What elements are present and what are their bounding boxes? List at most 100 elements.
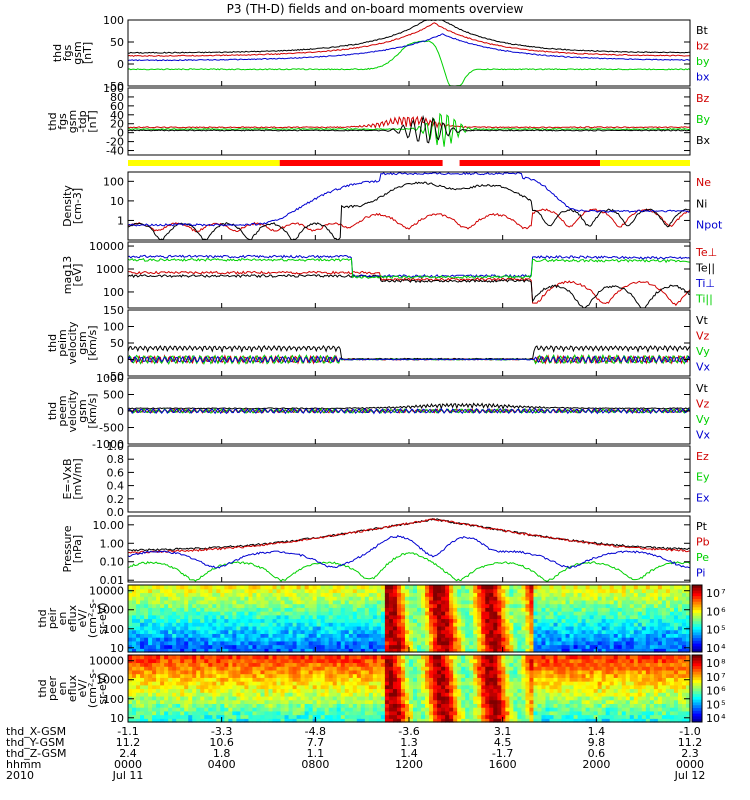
spectrogram-cell [352,648,358,653]
spectrogram-cell [533,611,539,616]
spectrogram-cell [156,658,161,664]
spectrogram-cell [573,655,579,660]
spectrogram-cell [236,648,241,653]
spectrogram-cell [344,666,350,671]
spectrogram-cell [429,629,434,634]
spectrogram-cell [421,710,426,716]
spectrogram-cell [569,637,575,642]
spectrogram-cell [549,658,555,664]
spectrogram-cell [376,692,382,697]
spectrogram-cell [184,658,189,664]
spectrogram-cell [525,596,531,601]
spectrogram-cell [441,618,446,623]
spectrogram-cell [625,611,631,616]
spectrogram-cell [340,603,346,608]
y-axis-label: gsm [66,110,79,133]
spectrogram-cell [589,703,595,708]
spectrogram-cell [545,662,551,667]
spectrogram-cell [433,633,438,638]
spectrogram-cell [609,658,615,664]
spectrogram-cell [569,611,575,616]
spectrogram-cell [429,607,434,612]
spectrogram-cell [364,644,370,649]
spectrogram-cell [465,684,470,690]
spectrogram-cell [453,640,458,646]
spectrogram-cell [545,707,551,712]
spectrogram-cell [368,707,374,712]
spectrogram-cell [152,588,157,594]
spectrogram-cell [437,648,442,653]
spectrogram-cell [324,603,330,608]
spectrogram-cell [557,588,563,594]
spectrogram-cell [364,677,370,682]
spectrogram-cell [276,618,282,623]
spectrogram-cell [581,707,587,712]
spectrogram-cell [232,640,237,646]
spectrogram-cell [561,684,567,690]
spectrogram-cell [469,673,474,678]
spectrogram-cell [356,614,362,620]
series-line-vt [127,344,691,360]
spectrogram-cell [609,699,615,704]
spectrogram-cell [336,684,342,690]
spectrogram-cell [621,684,627,690]
spectrogram-cell [473,684,478,690]
y-axis-label: [mV/m] [71,458,84,499]
y-tick-label: 100 [103,623,124,636]
spectrogram-cell [605,599,611,605]
spectrogram-cell [665,625,671,631]
spectrogram-cell [168,681,173,686]
spectrogram-cell [260,585,266,590]
spectrogram-cell [413,640,418,646]
spectrogram-cell [328,684,334,690]
spectrogram-cell [517,622,522,627]
spectrogram-cell [517,666,522,671]
spectrogram-cell [364,692,370,697]
spectrogram-cell [521,718,527,723]
spectrogram-cell [633,677,639,682]
spectrogram-cell [392,637,398,642]
spectrogram-cell [593,688,599,693]
spectrogram-cell [521,585,527,590]
spectrogram-cell [216,603,221,608]
colorbar-cell [692,635,702,639]
spectrogram-cell [376,673,382,678]
spectrogram-cell [264,625,270,631]
spectrogram-cell [461,592,466,597]
spectrogram-cell [561,618,567,623]
spectrogram-cell [144,695,149,701]
spectrogram-cell [256,599,262,605]
spectrogram-cell [553,585,559,590]
spectrogram-cell [493,684,498,690]
spectrogram-cell [649,599,655,605]
spectrogram-cell [188,695,193,701]
spectrogram-cell [148,655,153,660]
spectrogram-cell [364,640,370,646]
spectrogram-cell [164,710,169,716]
spectrogram-cell [152,585,157,590]
spectrogram-cell [589,662,595,667]
spectrogram-cell [457,614,462,620]
spectrogram-cell [268,640,274,646]
spectrogram-cell [328,618,334,623]
spectrogram-cell [537,607,543,612]
spectrogram-cell [356,655,362,660]
spectrogram-cell [344,599,350,605]
spectrogram-cell [489,614,494,620]
spectrogram-cell [188,714,193,719]
spectrogram-cell [384,633,390,638]
spectrogram-cell [597,695,603,701]
spectrogram-cell [184,614,189,620]
spectrogram-cell [509,648,514,653]
spectrogram-cell [168,599,173,605]
spectrogram-cell [601,666,607,671]
spectrogram-cell [304,588,310,594]
spectrogram-cell [577,677,583,682]
spectrogram-cell [244,614,250,620]
spectrogram-cell [144,718,149,723]
spectrogram-cell [244,599,250,605]
spectrogram-cell [324,622,330,627]
spectrogram-cell [332,710,338,716]
spectrogram-cell [457,603,462,608]
spectrogram-cell [252,677,258,682]
